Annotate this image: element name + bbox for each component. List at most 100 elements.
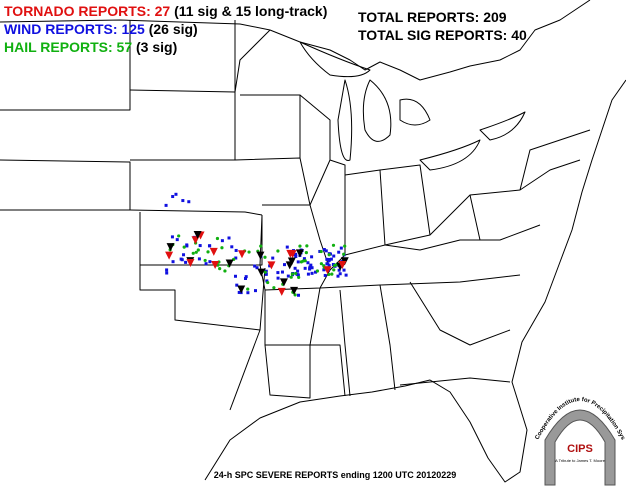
report-marker bbox=[263, 270, 267, 274]
report-marker bbox=[277, 287, 286, 296]
report-marker bbox=[306, 261, 310, 265]
report-marker bbox=[166, 243, 175, 252]
total-reports: TOTAL REPORTS: 209 bbox=[358, 9, 507, 25]
report-marker bbox=[208, 244, 212, 248]
report-marker bbox=[304, 251, 308, 255]
hail-count: HAIL REPORTS: 57 bbox=[4, 39, 132, 55]
tornado-label: TORNADO REPORTS: 27 (11 sig & 15 long-tr… bbox=[4, 3, 327, 19]
report-marker bbox=[287, 257, 296, 266]
report-marker bbox=[314, 270, 318, 274]
report-marker bbox=[235, 283, 239, 287]
report-marker bbox=[280, 270, 284, 274]
report-marker bbox=[289, 275, 293, 279]
report-marker bbox=[164, 203, 168, 207]
wind-detail: (26 sig) bbox=[149, 21, 198, 37]
report-marker bbox=[184, 260, 188, 264]
report-marker bbox=[206, 250, 210, 254]
report-marker bbox=[272, 286, 276, 290]
report-marker bbox=[306, 272, 310, 276]
report-marker bbox=[342, 268, 346, 272]
report-marker bbox=[246, 287, 250, 291]
report-marker bbox=[343, 244, 347, 248]
report-marker bbox=[294, 254, 298, 258]
report-marker bbox=[265, 279, 269, 283]
report-marker bbox=[247, 250, 251, 254]
report-marker bbox=[324, 249, 328, 253]
report-marker bbox=[331, 243, 336, 247]
report-marker bbox=[344, 273, 348, 277]
report-marker bbox=[327, 258, 331, 262]
report-marker bbox=[308, 266, 312, 270]
report-marker bbox=[257, 268, 266, 277]
report-marker bbox=[233, 274, 237, 278]
report-marker bbox=[182, 253, 186, 257]
report-marker bbox=[319, 249, 323, 254]
report-marker bbox=[327, 272, 331, 277]
report-marker bbox=[305, 244, 309, 248]
report-marker bbox=[337, 250, 341, 254]
report-marker bbox=[165, 268, 169, 272]
report-marker bbox=[225, 259, 234, 268]
report-marker bbox=[310, 271, 314, 275]
report-marker bbox=[333, 263, 337, 268]
report-marker bbox=[297, 275, 301, 280]
storm-reports bbox=[164, 192, 349, 297]
report-marker bbox=[191, 251, 195, 255]
report-marker bbox=[237, 285, 246, 294]
report-marker bbox=[227, 236, 231, 240]
report-marker bbox=[237, 250, 246, 259]
report-marker bbox=[181, 199, 185, 203]
report-marker bbox=[276, 249, 280, 253]
report-marker bbox=[332, 268, 336, 272]
report-marker bbox=[286, 249, 295, 258]
report-marker bbox=[215, 236, 220, 241]
report-marker bbox=[276, 276, 280, 280]
report-marker bbox=[211, 261, 220, 270]
total-sig-reports: TOTAL SIG REPORTS: 40 bbox=[358, 27, 527, 43]
report-marker bbox=[294, 252, 298, 256]
report-marker bbox=[323, 273, 327, 277]
report-marker bbox=[297, 293, 301, 297]
tornado-detail: (11 sig & 15 long-track) bbox=[174, 3, 327, 19]
report-marker bbox=[293, 266, 297, 270]
report-marker bbox=[327, 253, 331, 257]
report-marker bbox=[266, 280, 270, 285]
report-marker bbox=[218, 267, 222, 271]
report-marker bbox=[279, 278, 288, 287]
report-marker bbox=[322, 248, 326, 252]
report-marker bbox=[196, 248, 200, 252]
report-marker bbox=[276, 271, 280, 275]
report-marker bbox=[220, 246, 224, 250]
report-marker bbox=[253, 264, 257, 268]
report-marker bbox=[230, 245, 234, 249]
report-marker bbox=[290, 272, 294, 276]
report-marker bbox=[337, 268, 341, 272]
report-marker bbox=[309, 263, 313, 267]
report-marker bbox=[330, 272, 334, 276]
report-marker bbox=[253, 289, 257, 293]
hail-label: HAIL REPORTS: 57 (3 sig) bbox=[4, 39, 177, 55]
report-marker bbox=[165, 251, 174, 260]
report-marker bbox=[186, 258, 195, 267]
report-marker bbox=[194, 250, 198, 254]
report-marker bbox=[271, 256, 275, 260]
report-marker bbox=[234, 256, 238, 260]
report-marker bbox=[290, 286, 299, 295]
report-marker bbox=[256, 251, 265, 260]
report-marker bbox=[329, 257, 333, 261]
report-marker bbox=[302, 257, 306, 261]
report-marker bbox=[165, 271, 169, 275]
report-marker bbox=[185, 244, 189, 248]
report-marker bbox=[244, 276, 248, 280]
report-marker bbox=[268, 264, 272, 268]
wind-count: WIND REPORTS: 125 bbox=[4, 21, 145, 37]
state-outlines bbox=[0, 0, 626, 483]
report-marker bbox=[255, 266, 259, 270]
report-marker bbox=[177, 234, 181, 238]
report-marker bbox=[198, 244, 202, 248]
tornado-count: TORNADO REPORTS: 27 bbox=[4, 3, 170, 19]
report-marker bbox=[295, 249, 304, 258]
report-marker bbox=[203, 258, 207, 263]
report-marker bbox=[296, 269, 300, 273]
